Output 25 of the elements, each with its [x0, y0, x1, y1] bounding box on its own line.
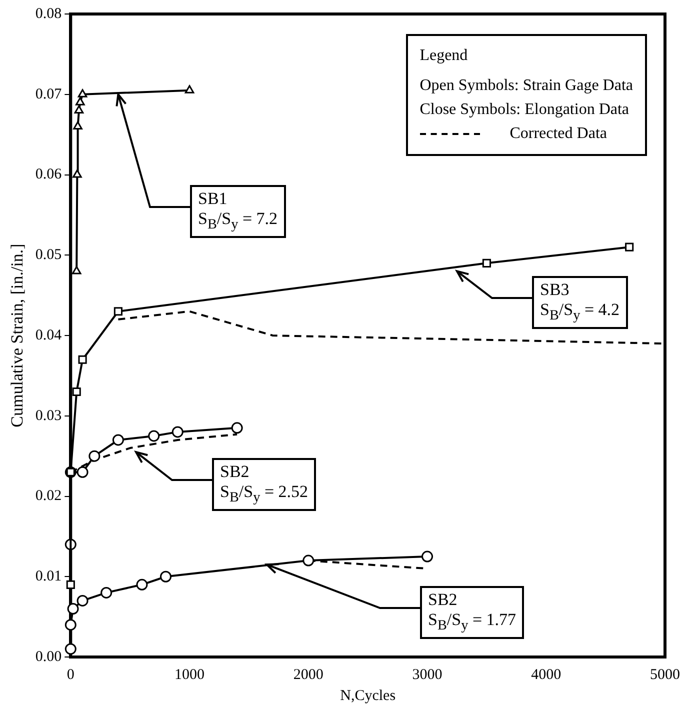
y-tick-label: 0.00	[35, 648, 62, 665]
legend-label: Corrected Data	[508, 124, 608, 144]
y-axis-title: Cumulative Strain, [in./in.]	[8, 244, 27, 428]
annotation: SB3 S$_{B}$/S$_{y}$ = 4.2	[532, 276, 628, 330]
x-tick-label: 1000	[174, 666, 205, 683]
x-tick-label: 4000	[531, 666, 562, 683]
annotation: SB1 S$_{B}$/S$_{y}$ = 7.2	[190, 185, 286, 238]
x-tick-label: 3000	[412, 666, 442, 683]
y-tick-label: 0.08	[35, 6, 62, 22]
y-tick-label: 0.06	[35, 166, 62, 183]
y-tick-label: 0.03	[35, 408, 62, 424]
x-tick-label: 2000	[293, 666, 324, 683]
y-tick-label: 0.02	[35, 488, 62, 504]
y-tick-label: 0.07	[35, 86, 62, 102]
x-tick-label: 0	[66, 666, 74, 683]
annotation: Open Symbols: Strain Gage Data	[420, 76, 633, 96]
y-tick-label: 0.05	[35, 247, 62, 264]
x-tick-label: 5000	[650, 666, 680, 683]
legend-title: Legend	[420, 46, 469, 66]
annotation: SB2 S$_{B}$/S$_{y}$ = 1.77	[420, 586, 524, 640]
x-axis-title: N,Cycles	[340, 688, 396, 704]
annotation: Close Symbols: Elongation Data	[420, 100, 630, 120]
y-tick-label: 0.04	[35, 327, 62, 344]
y-tick-label: 0.01	[35, 568, 62, 585]
annotation: SB2 S$_{B}$/S$_{y}$ = 2.52	[212, 458, 316, 512]
